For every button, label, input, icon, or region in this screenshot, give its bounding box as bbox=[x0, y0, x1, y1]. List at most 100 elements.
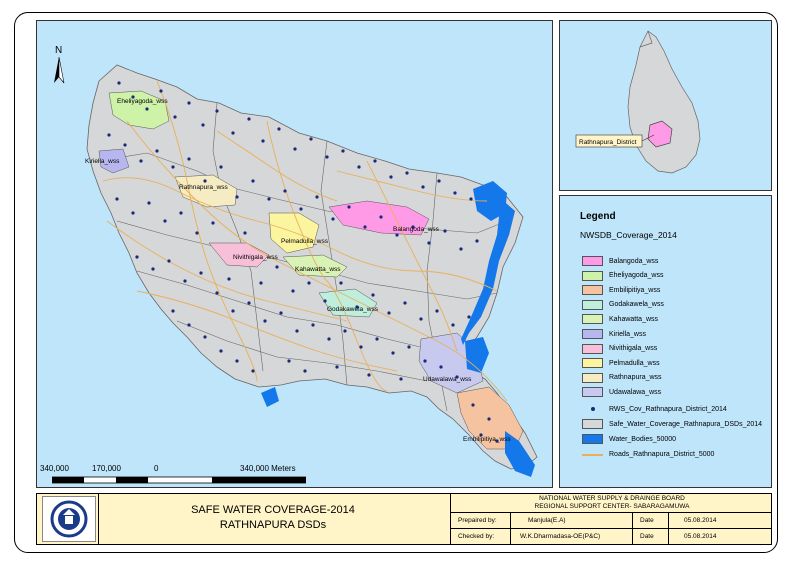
river-east bbox=[461, 197, 515, 345]
scale-label-3: 0 bbox=[154, 464, 159, 473]
label-embilipitiya: Embilipitiya_wss bbox=[463, 436, 511, 443]
legend-title: Legend bbox=[580, 211, 616, 222]
legend-item: Udawalawa_wss bbox=[582, 385, 661, 399]
balangoda-polygon bbox=[328, 200, 430, 236]
legend-swatch bbox=[582, 256, 603, 266]
rathnapura-district-inset bbox=[647, 120, 673, 148]
district-map-svg: Eheliyagoda_wss Kiriella_wss Rathnapura_… bbox=[54, 45, 538, 477]
divider bbox=[510, 512, 511, 545]
label-rathnapura: Rathnapura_wss bbox=[179, 184, 229, 191]
water-swatch bbox=[582, 434, 603, 444]
divider bbox=[450, 493, 451, 545]
legend-subtitle: NWSDB_Coverage_2014 bbox=[580, 230, 677, 240]
legend-swatch bbox=[582, 358, 603, 369]
legend-item-label: Embilipitiya_wss bbox=[609, 286, 661, 294]
legend-item-label: Kiriella_wss bbox=[609, 330, 646, 338]
scale-label-4: 340,000 Meters bbox=[240, 464, 296, 473]
label-godakawela: Godakawela_wss bbox=[327, 306, 379, 313]
legend-swatch bbox=[582, 285, 603, 296]
legend-swatch bbox=[582, 372, 603, 383]
north-arrow-icon: N bbox=[54, 45, 65, 84]
legend-item-label: Godakawela_wss bbox=[609, 301, 664, 309]
date-value-1: 05.08.2014 bbox=[684, 517, 717, 524]
legend-item: Nivithigala_wss bbox=[582, 342, 657, 356]
org-line-2: REGIONAL SUPPORT CENTER- SABARAGAMUWA bbox=[534, 503, 690, 510]
org-line-1: NATIONAL WATER SUPPLY & DRAINGE BOARD bbox=[539, 495, 685, 502]
roads bbox=[102, 80, 508, 402]
date-label-2: Date bbox=[640, 533, 654, 540]
prepared-value: Manjula(E.A) bbox=[528, 517, 566, 524]
label-udawalawa: Udawalawa_wss bbox=[423, 376, 472, 383]
legend-item: Balangoda_wss bbox=[582, 254, 658, 268]
western-pond bbox=[261, 387, 279, 407]
checked-value: W.K.Dharmadasa-OE(P&C) bbox=[520, 533, 601, 540]
date-value-2: 05.08.2014 bbox=[684, 533, 717, 540]
legend-dsd-label: Safe_Water_Coverage_Rathnapura_DSDs_2014 bbox=[609, 420, 763, 428]
divider bbox=[632, 512, 633, 545]
legend-water-label: Water_Bodies_50000 bbox=[609, 435, 677, 443]
legend-water-row: Water_Bodies_50000 bbox=[582, 432, 676, 446]
label-eheliyagoda: Eheliyagoda_wss bbox=[117, 98, 168, 105]
legend-item-label: Rathnapura_wss bbox=[609, 374, 662, 382]
nivithigala-polygon bbox=[208, 242, 270, 268]
legend-roads-row: Roads_Rathnapura_District_5000 bbox=[582, 447, 714, 461]
legend-item: Kahawatta_wss bbox=[582, 312, 658, 326]
legend-item: Pelmadulla_wss bbox=[582, 356, 660, 370]
legend-item-label: Pelmadulla_wss bbox=[609, 359, 660, 367]
kiriella-polygon bbox=[98, 148, 130, 174]
legend-swatch bbox=[582, 387, 603, 398]
legend-swatch bbox=[582, 343, 603, 354]
divider bbox=[668, 512, 669, 545]
legend-item: Godakawela_wss bbox=[582, 298, 664, 312]
legend-item-label: Eheliyagoda_wss bbox=[609, 272, 664, 280]
legend-dsd-row: Safe_Water_Coverage_Rathnapura_DSDs_2014 bbox=[582, 417, 762, 431]
legend-swatch bbox=[582, 270, 603, 281]
eheliyagoda-polygon bbox=[108, 90, 170, 130]
reservoir-east bbox=[473, 181, 507, 221]
label-nivithigala: Nivithigala_wss bbox=[233, 254, 279, 261]
sri-lanka-outline bbox=[627, 30, 701, 174]
sri-lanka-inset-svg: Rathnapura_District bbox=[575, 30, 701, 174]
legend-item: Rathnapura_wss bbox=[582, 371, 662, 385]
legend-item-label: Kahawatta_wss bbox=[609, 315, 659, 323]
label-kahawatta: Kahawatta_wss bbox=[295, 266, 341, 273]
point-symbol-icon bbox=[582, 404, 603, 414]
main-map[interactable]: Eheliyagoda_wss Kiriella_wss Rathnapura_… bbox=[36, 20, 553, 488]
logo-icon bbox=[50, 500, 88, 538]
legend-points-row: RWS_Cov_Rathnapura_District_2014 bbox=[582, 402, 727, 416]
label-balangoda: Balangoda_wss bbox=[393, 226, 440, 233]
divider bbox=[450, 512, 772, 513]
legend-swatch bbox=[582, 329, 603, 339]
nwsdb-logo bbox=[42, 496, 96, 542]
legend-item: Embilipitiya_wss bbox=[582, 283, 660, 297]
legend-item-label: Nivithigala_wss bbox=[609, 345, 658, 353]
dsd-swatch bbox=[582, 419, 603, 429]
legend-swatch bbox=[582, 299, 603, 310]
divider bbox=[450, 528, 772, 529]
legend-item-label: Balangoda_wss bbox=[609, 257, 659, 265]
title-block bbox=[36, 493, 772, 545]
prepared-label: Prepaired by: bbox=[458, 517, 497, 524]
map-subtitle: RATHNAPURA DSDs bbox=[219, 519, 327, 531]
map-title: SAFE WATER COVERAGE-2014 bbox=[191, 504, 355, 516]
legend-item: Eheliyagoda_wss bbox=[582, 269, 663, 283]
date-label-1: Date bbox=[640, 517, 654, 524]
label-pelmadulla: Pelmadulla_wss bbox=[281, 238, 329, 245]
legend-points-label: RWS_Cov_Rathnapura_District_2014 bbox=[609, 405, 727, 413]
inset-map[interactable]: Rathnapura_District bbox=[559, 20, 772, 191]
water-bodies bbox=[261, 181, 535, 477]
southern-reservoir bbox=[505, 431, 535, 477]
legend-item-label: Udawalawa_wss bbox=[609, 388, 662, 396]
divider bbox=[98, 493, 99, 545]
checked-label: Checked by: bbox=[458, 533, 495, 540]
godakawela-polygon bbox=[318, 288, 378, 318]
udawalawa-reservoir bbox=[465, 337, 489, 373]
road-line-icon bbox=[582, 449, 603, 459]
legend-swatch bbox=[582, 314, 603, 325]
inset-district-label: Rathnapura_District bbox=[579, 139, 637, 146]
legend-panel: Legend NWSDB_Coverage_2014 Balangoda_wss… bbox=[559, 195, 772, 488]
legend-roads-label: Roads_Rathnapura_District_5000 bbox=[609, 450, 715, 458]
scale-label-1: 340,000 bbox=[40, 464, 69, 473]
scale-bar bbox=[52, 476, 306, 484]
north-label: N bbox=[55, 45, 62, 56]
